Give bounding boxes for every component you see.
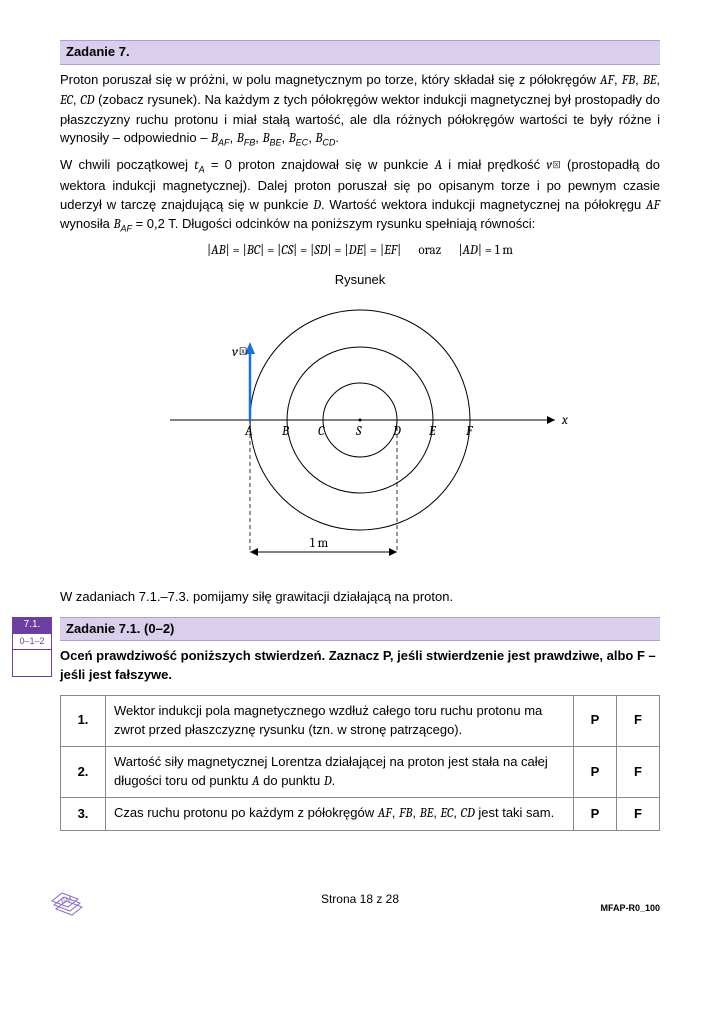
answer-f[interactable]: F (617, 746, 660, 798)
svg-text:A: A (244, 424, 253, 439)
answer-p[interactable]: P (574, 696, 617, 747)
row-text: Wartość siły magnetycznej Lorentza dział… (106, 746, 574, 798)
svg-text:C: C (318, 424, 325, 439)
svg-text:F: F (465, 424, 473, 439)
equation: |AB| = |BC| = |CS| = |SD| = |DE| = |EF| … (60, 242, 660, 261)
true-false-table: 1. Wektor indukcji pola magnetycznego wz… (60, 695, 660, 831)
table-row: 2. Wartość siły magnetycznej Lorentza dz… (61, 746, 660, 798)
margin-score-empty (12, 650, 52, 677)
figure-title: Rysunek (60, 271, 660, 290)
page-number: Strona 18 z 28 (321, 892, 399, 906)
row-num: 1. (61, 696, 106, 747)
footer-code: MFAP-R0_100 (600, 902, 660, 915)
svg-text:E: E (428, 424, 436, 439)
page-footer: EM Strona 18 z 28 MFAP-R0_100 (60, 891, 660, 908)
row-text: Wektor indukcji pola magnetycznego wzdłu… (106, 696, 574, 747)
answer-p[interactable]: P (574, 746, 617, 798)
margin-score-box: 7.1. 0–1–2 (12, 617, 52, 678)
subtask-block: 7.1. 0–1–2 Zadanie 7.1. (0–2) Oceń prawd… (60, 617, 660, 832)
table-row: 1. Wektor indukcji pola magnetycznego wz… (61, 696, 660, 747)
row-text: Czas ruchu protonu po każdym z półokręgó… (106, 798, 574, 831)
paragraph-3: W zadaniach 7.1.–7.3. pomijamy siłę graw… (60, 588, 660, 607)
task-header: Zadanie 7. (60, 40, 660, 65)
answer-p[interactable]: P (574, 798, 617, 831)
figure-diagram: x v⃗ A B C S D E F 1 m (150, 290, 570, 580)
subtask-header: Zadanie 7.1. (0–2) (60, 617, 660, 642)
row-num: 2. (61, 746, 106, 798)
paragraph-2: W chwili początkowej tA = 0 proton znajd… (60, 156, 660, 236)
svg-text:B: B (281, 424, 289, 439)
table-row: 3. Czas ruchu protonu po każdym z półokr… (61, 798, 660, 831)
answer-f[interactable]: F (617, 798, 660, 831)
paragraph-1: Proton poruszał się w próżni, w polu mag… (60, 71, 660, 150)
subtask-instruction: Oceń prawdziwość poniższych stwierdzeń. … (60, 647, 660, 685)
row-num: 3. (61, 798, 106, 831)
svg-text:S: S (355, 424, 362, 439)
answer-f[interactable]: F (617, 696, 660, 747)
svg-text:v⃗: v⃗ (232, 343, 248, 360)
svg-text:D: D (392, 424, 401, 439)
footer-logo-icon: EM (50, 891, 88, 921)
margin-task-num: 7.1. (12, 617, 52, 634)
margin-score-range: 0–1–2 (12, 633, 52, 650)
svg-text:x: x (561, 413, 568, 428)
svg-text:1 m: 1 m (310, 536, 329, 551)
